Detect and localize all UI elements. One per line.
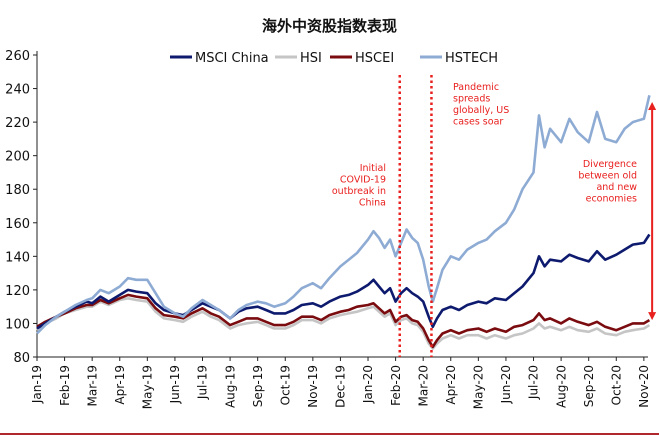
chart-legend: MSCI China HSI HSCEI HSTECH <box>170 51 498 66</box>
x-axis: Jan-19 Feb-19 Mar-19 Apr-19 May-19 Jun-19 Jul-… <box>30 356 651 409</box>
x-tick-label: Jun-20 <box>499 365 513 404</box>
y-tick-label: 260 <box>5 49 30 64</box>
legend-label: MSCI China <box>195 51 269 66</box>
chart-title: 海外中资股指数表现 <box>262 17 397 35</box>
y-tick-label: 240 <box>5 83 30 98</box>
x-tick-label: Jul-19 <box>196 365 210 400</box>
annotation-divergence: economies <box>586 194 637 205</box>
y-tick-label: 120 <box>5 284 30 299</box>
divergence-arrow-head-up <box>648 101 657 110</box>
y-tick-label: 80 <box>13 351 30 366</box>
annotation-divergence: between old <box>578 171 637 182</box>
x-tick-label: Jan-20 <box>361 365 375 404</box>
series-line-hsi <box>36 297 651 350</box>
y-tick-label: 140 <box>5 250 30 265</box>
x-tick-label: Apr-19 <box>113 365 127 405</box>
annotation-divergence: and new <box>596 182 637 193</box>
annotation-divergence: Divergence <box>583 159 637 170</box>
x-tick-label: Aug-20 <box>554 365 568 408</box>
annotation-pandemic: cases soar <box>453 117 503 128</box>
y-tick-label: 220 <box>5 116 30 131</box>
annotation-covid-china: Initial <box>360 163 386 174</box>
annotation-pandemic: globally, US <box>453 105 509 116</box>
annotation-covid-china: China <box>359 198 386 209</box>
y-axis: 80 100 120 140 160 180 200 220 240 260 <box>5 49 38 366</box>
y-tick-label: 180 <box>5 183 30 198</box>
x-tick-label: Oct-20 <box>609 365 623 405</box>
x-tick-label: Sep-20 <box>582 365 596 407</box>
series-line-hstech <box>36 95 651 335</box>
x-tick-label: Sep-19 <box>251 365 265 407</box>
divergence-arrow-head-down <box>648 312 657 321</box>
x-tick-label: Aug-19 <box>223 365 237 408</box>
x-tick-label: May-20 <box>472 365 486 409</box>
x-tick-label: Jun-19 <box>168 365 182 404</box>
x-tick-label: Jan-19 <box>30 365 44 404</box>
annotation-covid-china: COVID-19 <box>340 175 386 186</box>
series-line-msci-china <box>36 233 651 330</box>
x-tick-label: Mar-19 <box>85 365 99 406</box>
annotation-pandemic: Pandemic <box>453 82 499 93</box>
x-tick-label: Jul-20 <box>527 365 541 400</box>
x-tick-label: Oct-19 <box>278 365 292 405</box>
legend-label: HSI <box>300 51 322 66</box>
x-tick-label: Nov-19 <box>306 365 320 408</box>
x-tick-label: Apr-20 <box>444 365 458 405</box>
x-tick-label: Feb-19 <box>58 365 72 406</box>
x-tick-label: Nov-20 <box>637 365 651 408</box>
legend-label: HSCEI <box>355 51 394 66</box>
x-tick-label: May-19 <box>141 365 155 409</box>
y-tick-label: 160 <box>5 217 30 232</box>
bottom-rule <box>0 433 659 435</box>
y-tick-label: 200 <box>5 150 30 165</box>
series-line-hscei <box>36 293 651 349</box>
annotation-covid-china: outbreak in <box>332 186 386 197</box>
x-tick-label: Dec-19 <box>334 365 348 408</box>
series-layer <box>36 95 651 350</box>
x-tick-label: Mar-20 <box>416 365 430 406</box>
legend-label: HSTECH <box>445 51 498 66</box>
y-tick-label: 100 <box>5 317 30 332</box>
x-tick-label: Feb-20 <box>389 365 403 406</box>
annotation-pandemic: spreads <box>453 94 490 105</box>
